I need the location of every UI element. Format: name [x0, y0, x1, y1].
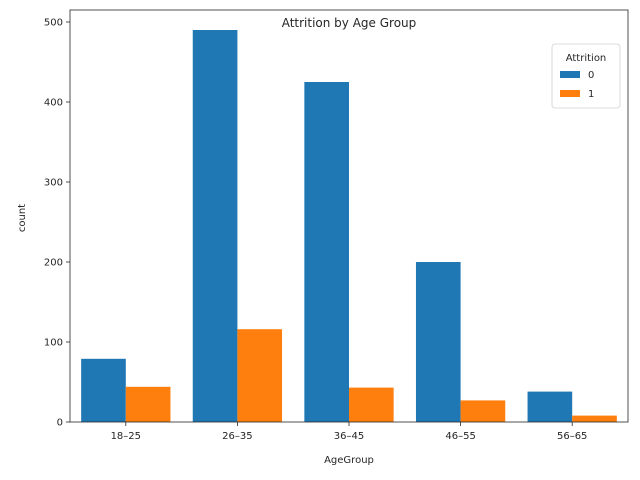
- bar-26–35-attrition-1: [237, 329, 283, 422]
- x-tick-label: 26–35: [222, 431, 252, 442]
- y-tick-label: 500: [44, 18, 63, 29]
- legend-label-0: 0: [588, 70, 594, 81]
- chart-title: Attrition by Age Group: [282, 16, 417, 30]
- bar-56–65-attrition-1: [572, 415, 617, 422]
- x-tick-label: 56–65: [557, 431, 587, 442]
- legend: Attrition 0 1: [551, 43, 621, 109]
- x-axis-label: AgeGroup: [324, 455, 374, 466]
- legend-swatch-1: [560, 90, 580, 97]
- x-tick-label: 46–55: [445, 431, 475, 442]
- y-axis-label: count: [17, 204, 28, 232]
- y-tick-label: 200: [44, 258, 63, 269]
- legend-title: Attrition: [566, 53, 607, 64]
- legend-swatch-0: [560, 71, 580, 78]
- bar-46–55-attrition-0: [415, 262, 461, 422]
- bar-18–25-attrition-1: [125, 386, 171, 422]
- y-tick-label: 0: [57, 418, 63, 429]
- y-tick-label: 300: [44, 178, 63, 189]
- y-tick-label: 400: [44, 98, 63, 109]
- legend-label-1: 1: [588, 89, 594, 100]
- bar-36–45-attrition-1: [349, 387, 394, 422]
- y-tick-label: 100: [44, 338, 63, 349]
- bar-26–35-attrition-0: [192, 30, 238, 422]
- bar-56–65-attrition-0: [527, 391, 573, 422]
- bar-46–55-attrition-1: [460, 400, 506, 422]
- bar-36–45-attrition-0: [304, 82, 349, 422]
- bar-18–25-attrition-0: [81, 358, 126, 422]
- x-tick-label: 18–25: [111, 431, 141, 442]
- x-tick-label: 36–45: [334, 431, 364, 442]
